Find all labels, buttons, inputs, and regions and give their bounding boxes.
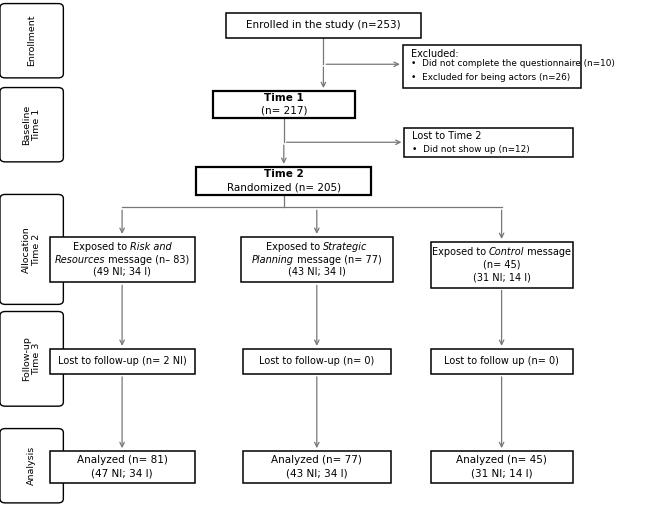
FancyBboxPatch shape bbox=[226, 13, 421, 38]
Text: Enrolled in the study (n=253): Enrolled in the study (n=253) bbox=[246, 20, 401, 31]
Text: •  Excluded for being actors (n=26): • Excluded for being actors (n=26) bbox=[411, 73, 570, 82]
Text: Analyzed (n= 81): Analyzed (n= 81) bbox=[77, 455, 168, 465]
Text: Analyzed (n= 45): Analyzed (n= 45) bbox=[456, 455, 547, 465]
FancyBboxPatch shape bbox=[0, 4, 63, 78]
Text: Time 2: Time 2 bbox=[264, 169, 304, 179]
Text: message (n= 77): message (n= 77) bbox=[294, 254, 381, 265]
FancyBboxPatch shape bbox=[430, 349, 572, 374]
Text: Planning: Planning bbox=[252, 254, 294, 265]
FancyBboxPatch shape bbox=[430, 451, 572, 483]
Text: (n= 217): (n= 217) bbox=[261, 106, 307, 116]
Text: Allocation
Time 2: Allocation Time 2 bbox=[22, 226, 42, 273]
FancyBboxPatch shape bbox=[0, 312, 63, 406]
Text: (47 NI; 34 I): (47 NI; 34 I) bbox=[91, 469, 153, 479]
Text: Strategic: Strategic bbox=[323, 242, 368, 252]
Text: (31 NI; 14 I): (31 NI; 14 I) bbox=[473, 272, 531, 282]
Text: Exposed to: Exposed to bbox=[432, 247, 489, 258]
Text: (49 NI; 34 I): (49 NI; 34 I) bbox=[93, 267, 151, 277]
FancyBboxPatch shape bbox=[50, 237, 195, 282]
FancyBboxPatch shape bbox=[0, 429, 63, 503]
Text: Randomized (n= 205): Randomized (n= 205) bbox=[227, 182, 341, 192]
FancyBboxPatch shape bbox=[50, 451, 195, 483]
Text: Lost to Time 2: Lost to Time 2 bbox=[412, 131, 482, 141]
FancyBboxPatch shape bbox=[197, 166, 371, 195]
Text: Baseline
Time 1: Baseline Time 1 bbox=[22, 104, 42, 145]
FancyBboxPatch shape bbox=[403, 45, 581, 88]
Text: Time 1: Time 1 bbox=[264, 93, 304, 103]
Text: Resources: Resources bbox=[55, 254, 105, 265]
FancyBboxPatch shape bbox=[430, 242, 572, 288]
Text: message (n– 83): message (n– 83) bbox=[105, 254, 189, 265]
Text: Exposed to: Exposed to bbox=[73, 242, 130, 252]
FancyBboxPatch shape bbox=[213, 91, 355, 118]
FancyBboxPatch shape bbox=[243, 349, 391, 374]
Text: Follow-up
Time 3: Follow-up Time 3 bbox=[22, 336, 42, 381]
Text: Lost to follow-up (n= 2 NI): Lost to follow-up (n= 2 NI) bbox=[57, 356, 187, 366]
Text: Lost to follow up (n= 0): Lost to follow up (n= 0) bbox=[444, 356, 559, 366]
Text: Lost to follow-up (n= 0): Lost to follow-up (n= 0) bbox=[259, 356, 374, 366]
Text: (31 NI; 14 I): (31 NI; 14 I) bbox=[471, 469, 533, 479]
FancyBboxPatch shape bbox=[241, 237, 393, 282]
Text: Analyzed (n= 77): Analyzed (n= 77) bbox=[271, 455, 362, 465]
Text: (43 NI; 34 I): (43 NI; 34 I) bbox=[286, 469, 348, 479]
Text: message: message bbox=[525, 247, 572, 258]
Text: Risk and: Risk and bbox=[130, 242, 172, 252]
Text: Exposed to: Exposed to bbox=[266, 242, 323, 252]
FancyBboxPatch shape bbox=[0, 194, 63, 304]
FancyBboxPatch shape bbox=[0, 88, 63, 162]
FancyBboxPatch shape bbox=[404, 128, 573, 157]
Text: (n= 45): (n= 45) bbox=[483, 260, 520, 270]
FancyBboxPatch shape bbox=[243, 451, 391, 483]
Text: •  Did not complete the questionnaire (n=10): • Did not complete the questionnaire (n=… bbox=[411, 59, 614, 68]
Text: Control: Control bbox=[489, 247, 525, 258]
Text: Enrollment: Enrollment bbox=[27, 15, 36, 67]
FancyBboxPatch shape bbox=[50, 349, 195, 374]
Text: Analysis: Analysis bbox=[27, 446, 36, 486]
Text: •  Did not show up (n=12): • Did not show up (n=12) bbox=[412, 145, 530, 154]
Text: Excluded:: Excluded: bbox=[411, 49, 458, 59]
Text: (43 NI; 34 I): (43 NI; 34 I) bbox=[288, 267, 346, 277]
